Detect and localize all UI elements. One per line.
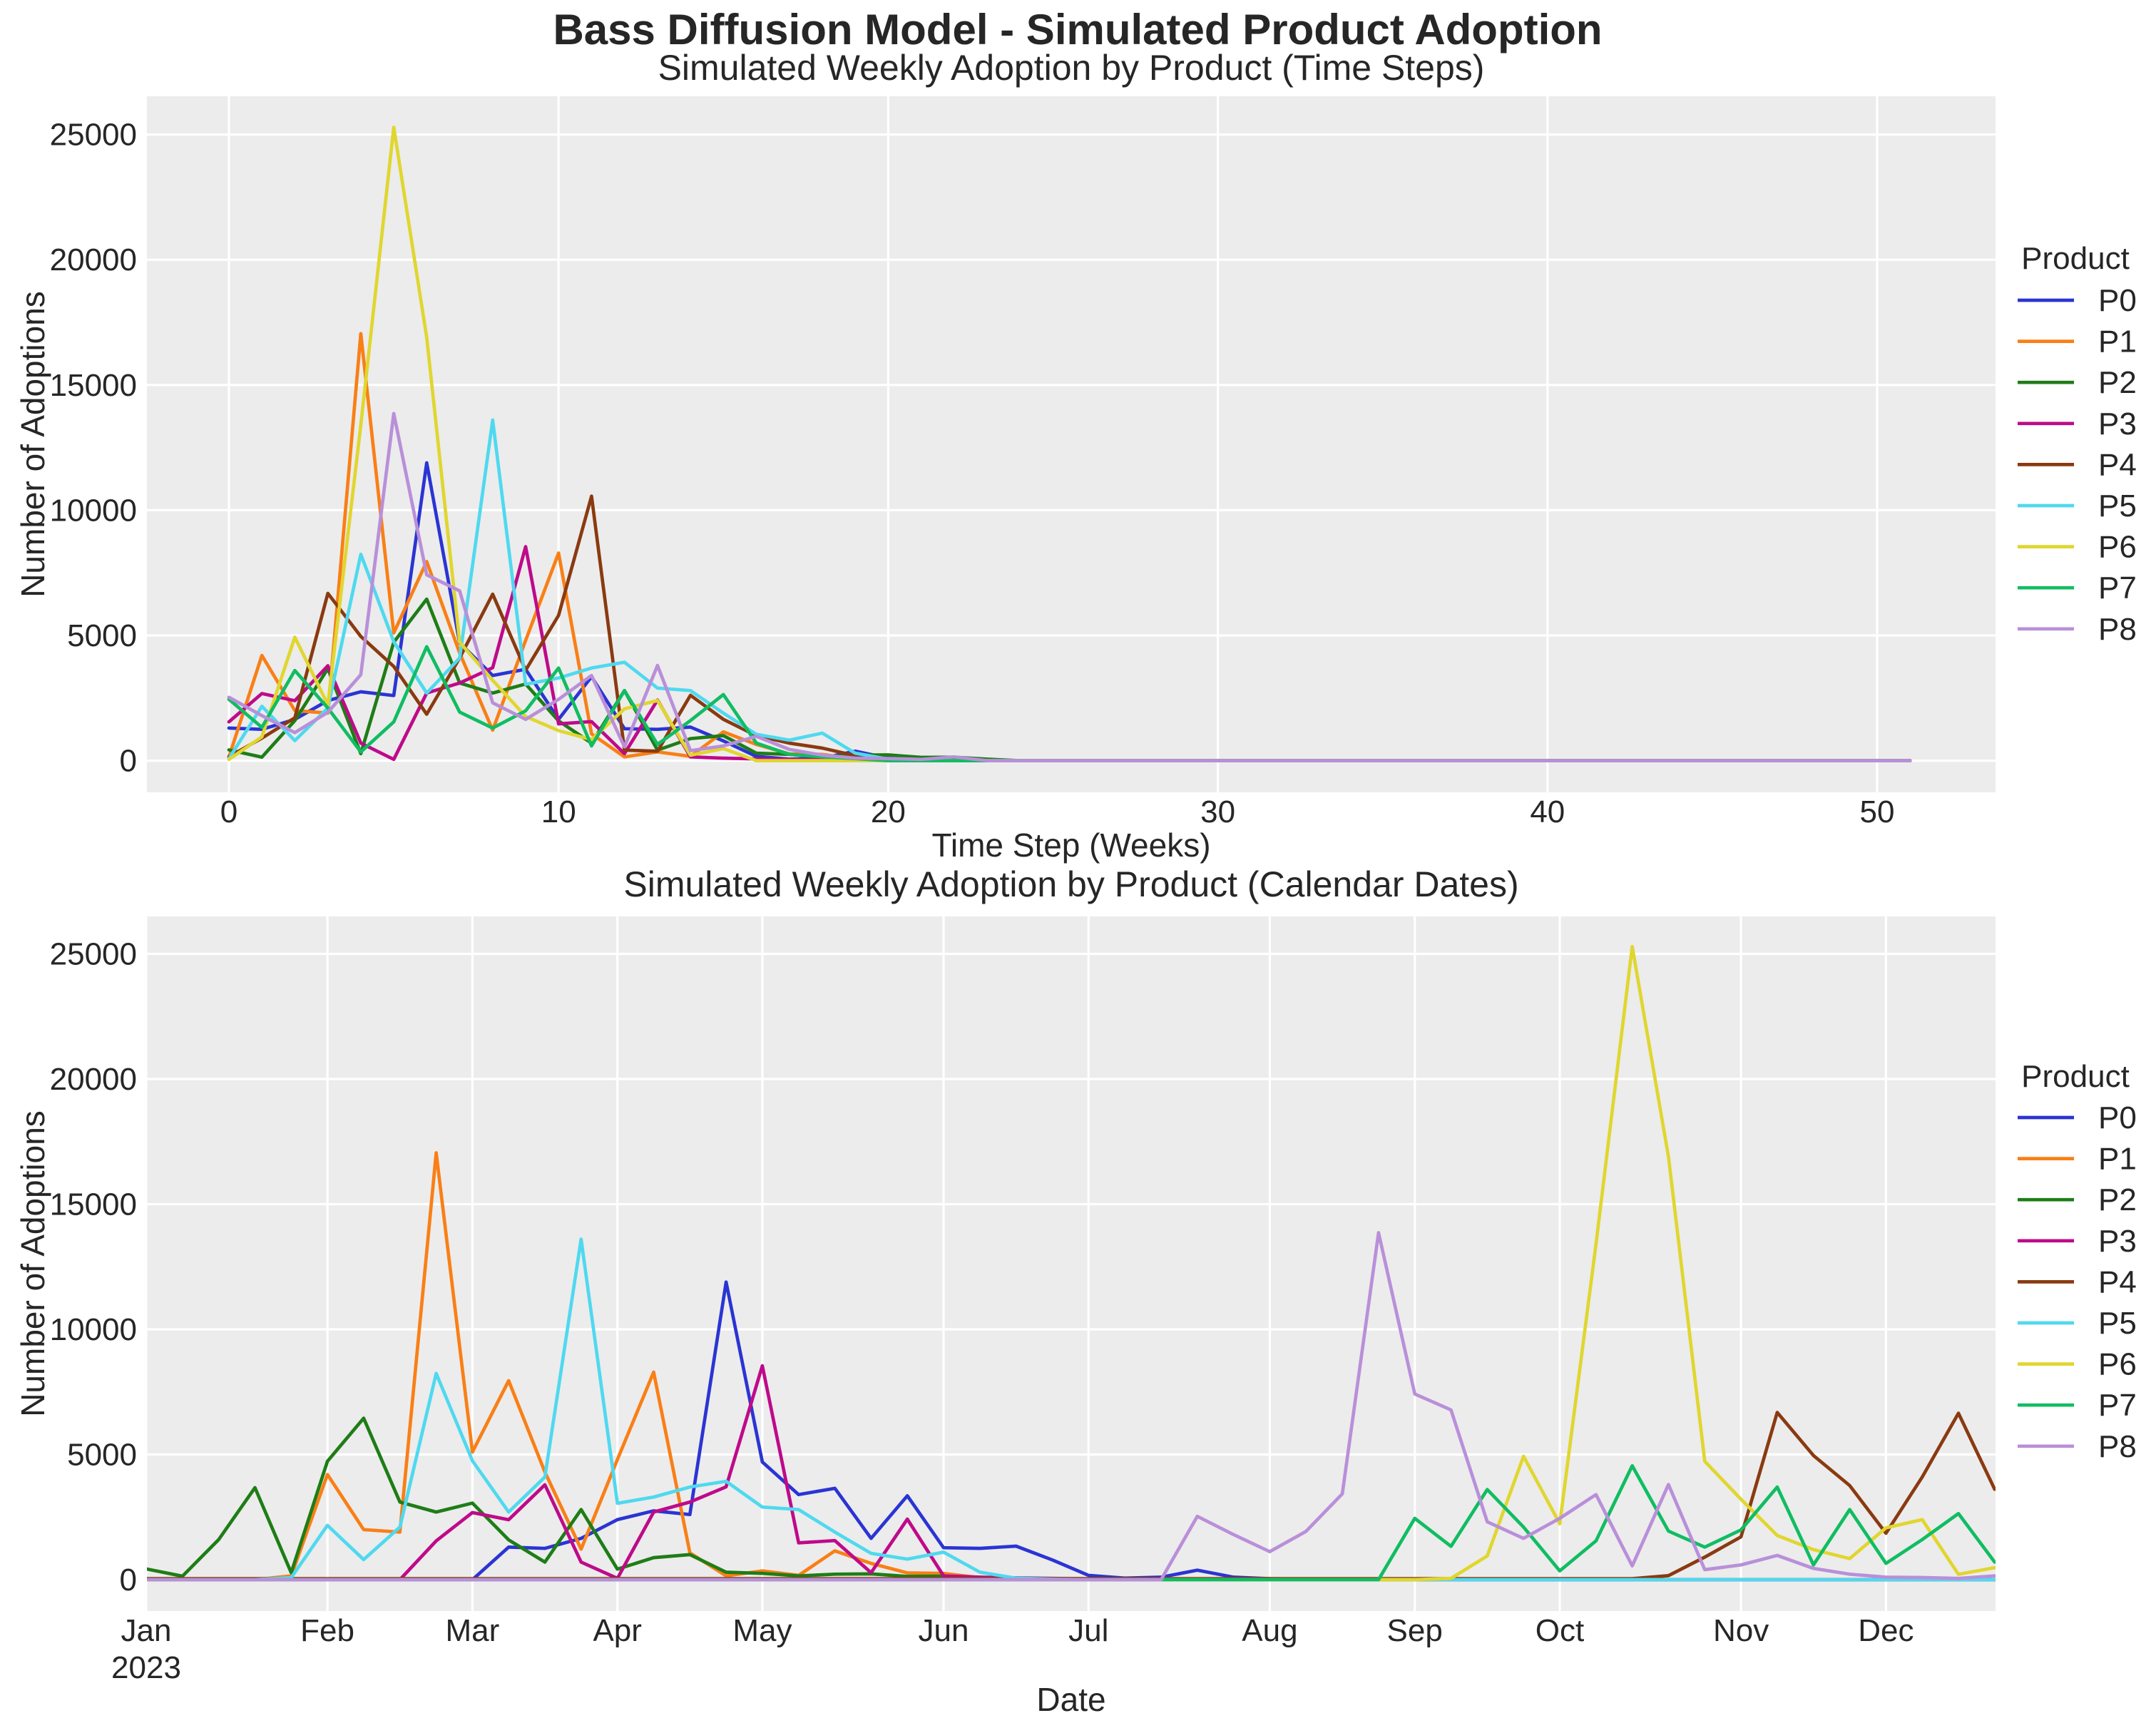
svg-text:0: 0 [120,744,137,779]
svg-text:P6: P6 [2098,530,2137,565]
svg-text:Aug: Aug [1242,1613,1297,1648]
svg-text:P2: P2 [2098,365,2137,400]
svg-text:20000: 20000 [50,242,137,277]
svg-text:Number of Adoptions: Number of Adoptions [14,1110,51,1417]
svg-text:Jul: Jul [1068,1613,1108,1648]
svg-text:P1: P1 [2098,324,2137,359]
svg-text:P4: P4 [2098,447,2137,482]
svg-text:0: 0 [220,794,237,829]
svg-text:Simulated Weekly Adoption by P: Simulated Weekly Adoption by Product (Ti… [658,48,1485,88]
svg-text:Date: Date [1036,1681,1105,1718]
svg-text:0: 0 [120,1563,137,1597]
svg-text:P5: P5 [2098,1306,2137,1341]
svg-text:P2: P2 [2098,1182,2137,1217]
svg-text:50: 50 [1860,794,1895,829]
svg-text:Product: Product [2021,1059,2130,1094]
svg-text:20000: 20000 [50,1062,137,1097]
svg-text:15000: 15000 [50,368,137,403]
svg-text:30: 30 [1200,794,1235,829]
svg-text:Nov: Nov [1713,1613,1769,1648]
svg-text:Apr: Apr [593,1613,641,1648]
svg-text:Dec: Dec [1858,1613,1914,1648]
svg-text:Oct: Oct [1536,1613,1584,1648]
svg-text:P6: P6 [2098,1347,2137,1382]
svg-text:P5: P5 [2098,489,2137,523]
svg-text:Time Step (Weeks): Time Step (Weeks) [931,827,1210,864]
svg-text:10000: 10000 [50,493,137,528]
svg-text:May: May [732,1613,792,1648]
svg-text:P7: P7 [2098,571,2137,605]
svg-text:Mar: Mar [446,1613,500,1648]
svg-text:Feb: Feb [300,1613,354,1648]
svg-text:P8: P8 [2098,612,2137,647]
svg-text:15000: 15000 [50,1187,137,1222]
svg-text:Product: Product [2021,241,2130,276]
svg-text:Sep: Sep [1387,1613,1443,1648]
svg-text:5000: 5000 [67,1438,137,1473]
svg-text:P0: P0 [2098,1100,2137,1135]
svg-text:Jun: Jun [919,1613,969,1648]
svg-text:5000: 5000 [67,618,137,653]
svg-text:25000: 25000 [50,937,137,972]
svg-text:P0: P0 [2098,283,2137,318]
svg-text:Simulated Weekly Adoption by P: Simulated Weekly Adoption by Product (Ca… [623,864,1518,904]
svg-text:40: 40 [1530,794,1565,829]
svg-text:25000: 25000 [50,118,137,153]
svg-text:P8: P8 [2098,1429,2137,1464]
svg-text:Bass Diffusion Model - Simulat: Bass Diffusion Model - Simulated Product… [553,6,1602,53]
svg-text:Jan: Jan [121,1613,172,1648]
svg-text:P3: P3 [2098,407,2137,441]
svg-text:Number of Adoptions: Number of Adoptions [14,291,51,598]
svg-text:P4: P4 [2098,1264,2137,1299]
svg-text:P1: P1 [2098,1142,2137,1177]
svg-text:20: 20 [871,794,906,829]
svg-text:P3: P3 [2098,1224,2137,1259]
svg-text:P7: P7 [2098,1388,2137,1423]
svg-text:10: 10 [541,794,576,829]
svg-text:2023: 2023 [111,1650,181,1685]
svg-text:10000: 10000 [50,1312,137,1347]
